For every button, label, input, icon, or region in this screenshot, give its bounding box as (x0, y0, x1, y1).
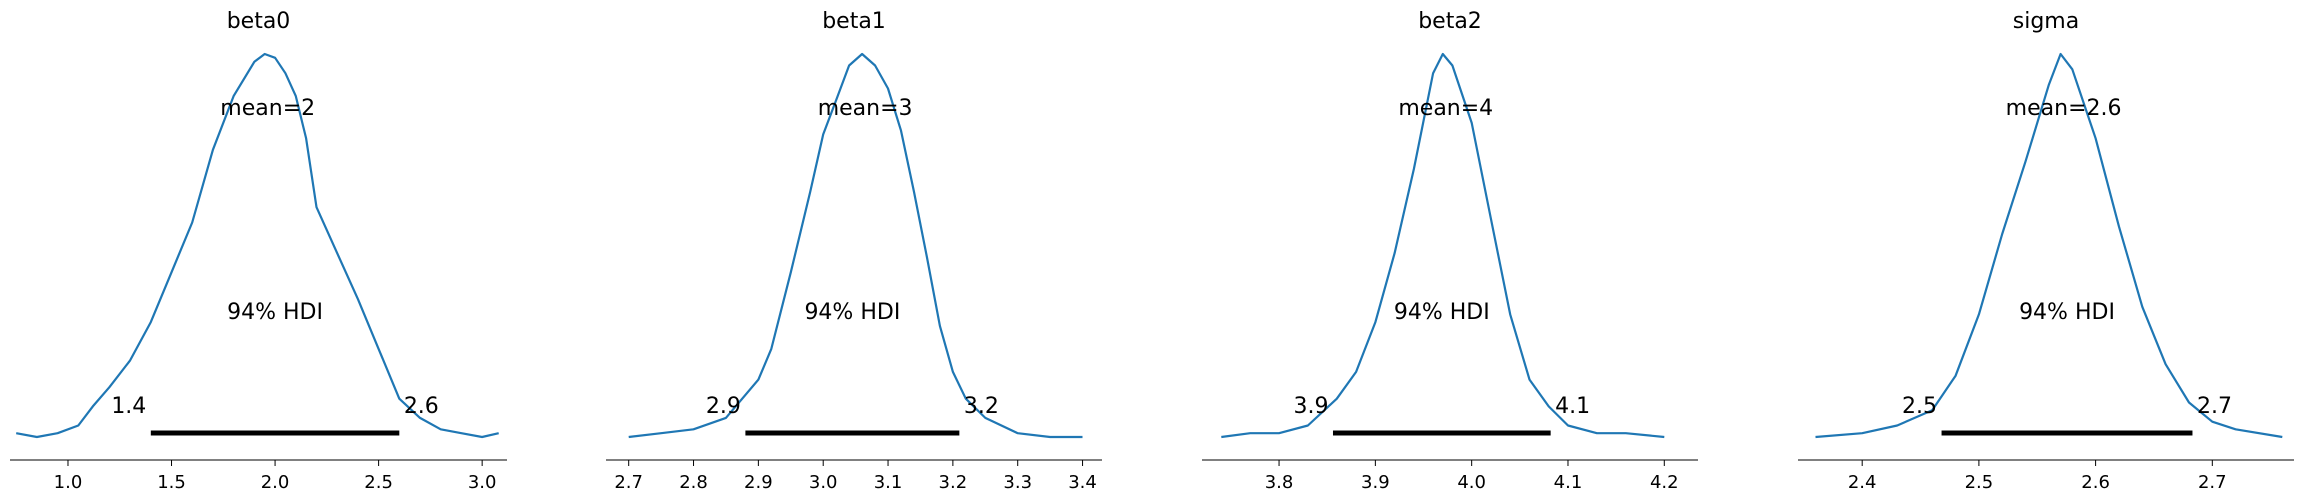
x-tick-label: 2.4 (1848, 472, 1877, 493)
x-tick-label: 3.0 (468, 472, 497, 493)
subplot-title: sigma (2013, 9, 2079, 34)
subplot-beta0: beta0 mean=2 94% HDI 1.4 2.6 1.0 1.5 2.0 2.5 3.0 (10, 9, 507, 493)
subplot-title: beta1 (822, 9, 886, 34)
hdi-upper-label: 2.7 (2197, 394, 2232, 419)
x-tick-label: 2.5 (364, 472, 393, 493)
x-tick-label: 2.7 (614, 472, 643, 493)
mean-label: mean=4 (1398, 96, 1493, 121)
hdi-lower-label: 1.4 (111, 394, 146, 419)
density-curve (1815, 52, 2283, 439)
x-tick-label: 2.9 (744, 472, 773, 493)
hdi-label: 94% HDI (804, 300, 900, 325)
x-tick-label: 3.2 (939, 472, 968, 493)
density-curve (628, 52, 1083, 439)
hdi-upper-label: 2.6 (404, 394, 439, 419)
x-tick-label: 2.6 (2081, 472, 2110, 493)
hdi-label: 94% HDI (227, 300, 323, 325)
x-tick-label: 4.2 (1650, 472, 1679, 493)
density-curve (1221, 52, 1665, 439)
subplot-sigma: sigma mean=2.6 94% HDI 2.5 2.7 2.4 2.5 2.6 2.7 (1798, 9, 2294, 493)
x-tick-label: 3.3 (1003, 472, 1032, 493)
x-tick-label: 4.1 (1554, 472, 1583, 493)
subplot-beta1: beta1 mean=3 94% HDI 2.9 3.2 2.7 2.8 2.9 3.0 3.1 3… (606, 9, 1102, 493)
subplot-beta2: beta2 mean=4 94% HDI 3.9 4.1 3.8 3.9 4.0 4.1 4.2 (1202, 9, 1698, 493)
x-tick-label: 4.0 (1457, 472, 1486, 493)
hdi-lower-label: 3.9 (1293, 394, 1328, 419)
mean-label: mean=2.6 (2006, 96, 2122, 121)
hdi-upper-label: 3.2 (964, 394, 999, 419)
hdi-label: 94% HDI (2019, 300, 2115, 325)
mean-label: mean=3 (818, 96, 913, 121)
hdi-label: 94% HDI (1394, 300, 1490, 325)
x-tick-label: 1.0 (54, 472, 83, 493)
x-tick-label: 3.9 (1361, 472, 1390, 493)
x-tick-label: 3.8 (1265, 472, 1294, 493)
x-tick-label: 2.7 (2198, 472, 2227, 493)
x-tick-label: 2.0 (261, 472, 290, 493)
hdi-lower-label: 2.9 (706, 394, 741, 419)
hdi-lower-label: 2.5 (1902, 394, 1937, 419)
x-tick-label: 3.1 (874, 472, 903, 493)
hdi-upper-label: 4.1 (1555, 394, 1590, 419)
x-tick-label: 2.5 (1965, 472, 1994, 493)
density-curve (16, 52, 499, 439)
x-tick-label: 3.4 (1068, 472, 1097, 493)
x-tick-label: 1.5 (157, 472, 186, 493)
mean-label: mean=2 (220, 96, 315, 121)
x-tick-label: 2.8 (679, 472, 708, 493)
x-tick-label: 3.0 (809, 472, 838, 493)
subplot-title: beta2 (1418, 9, 1482, 34)
subplot-title: beta0 (227, 9, 291, 34)
